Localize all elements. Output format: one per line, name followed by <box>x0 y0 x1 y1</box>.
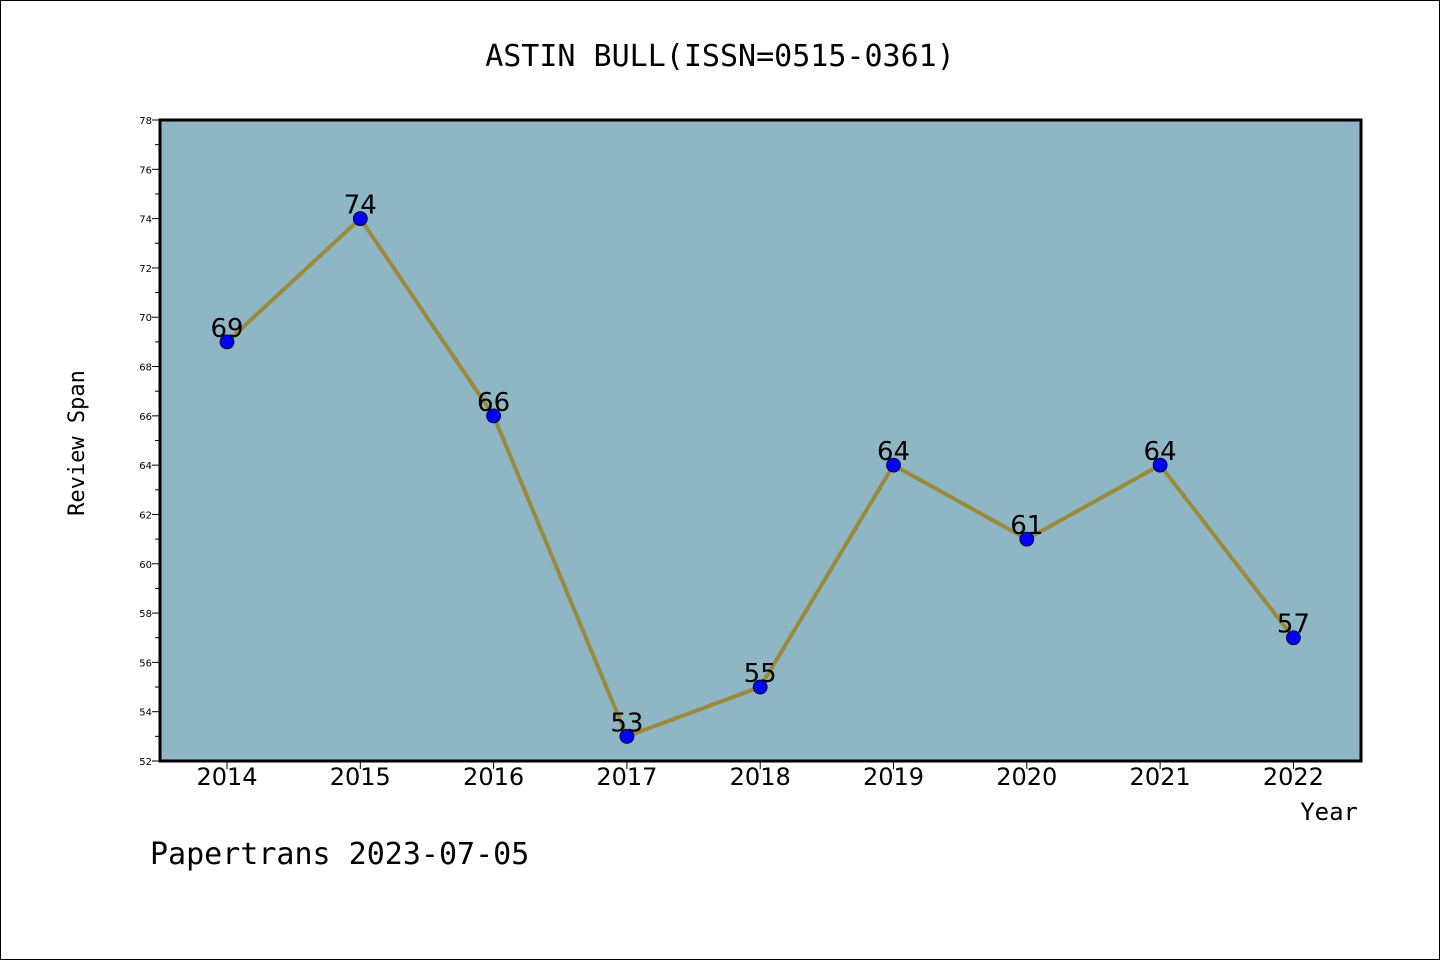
data-point <box>886 457 901 473</box>
y-tick-label: 52 <box>139 757 152 768</box>
y-axis-label: Review Span <box>65 370 90 516</box>
y-tick-label: 78 <box>139 116 152 127</box>
y-axis: 52 54 56 58 60 62 64 66 68 70 72 74 76 78 <box>139 116 160 768</box>
data-label: 55 <box>744 659 777 689</box>
y-tick-label: 76 <box>139 165 152 176</box>
data-point <box>1286 630 1301 646</box>
y-tick-label: 68 <box>139 363 152 374</box>
data-labels: 69 74 66 53 55 64 61 64 57 <box>210 191 1309 739</box>
plot-area <box>158 118 1363 763</box>
y-tick-label: 56 <box>139 658 152 669</box>
y-tick-label: 60 <box>139 560 152 571</box>
x-tick-label: 2022 <box>1263 763 1324 791</box>
data-point <box>486 408 502 424</box>
x-axis: 2014 2015 2016 2017 2018 2019 2020 2021 2022 <box>196 761 1324 791</box>
x-tick-label: 2019 <box>863 763 924 791</box>
y-tick-label: 72 <box>139 264 152 275</box>
data-point <box>352 211 368 227</box>
data-point <box>752 679 768 695</box>
chart-title: ASTIN BULL(ISSN=0515-0361) <box>485 39 955 74</box>
data-label: 61 <box>1010 511 1043 541</box>
footer-credit: Papertrans 2023-07-05 <box>150 837 529 872</box>
x-tick-label: 2015 <box>330 763 391 791</box>
y-tick-label: 58 <box>139 609 152 620</box>
y-tick-label: 74 <box>139 215 152 226</box>
data-label: 57 <box>1277 610 1310 640</box>
x-tick-label: 2017 <box>596 763 657 791</box>
y-tick-label: 70 <box>139 313 152 324</box>
data-point <box>1152 457 1168 473</box>
y-tick-label: 66 <box>139 412 152 423</box>
data-label: 53 <box>610 708 643 738</box>
data-point <box>619 728 635 744</box>
data-points <box>219 211 1301 744</box>
y-tick-label: 54 <box>139 708 152 719</box>
y-tick-label: 62 <box>139 510 152 521</box>
x-tick-label: 2016 <box>463 763 524 791</box>
x-tick-label: 2018 <box>730 763 791 791</box>
data-point <box>1019 531 1035 547</box>
data-label: 64 <box>1144 437 1177 467</box>
y-tick-label: 64 <box>139 461 152 472</box>
x-tick-label: 2021 <box>1130 763 1191 791</box>
data-label: 69 <box>210 314 243 344</box>
data-label: 64 <box>877 437 910 467</box>
x-axis-label: Year <box>1300 798 1358 826</box>
data-label: 74 <box>344 191 377 221</box>
data-point <box>219 334 235 350</box>
data-label: 66 <box>477 388 510 418</box>
x-tick-label: 2020 <box>996 763 1057 791</box>
x-tick-label: 2014 <box>196 763 257 791</box>
